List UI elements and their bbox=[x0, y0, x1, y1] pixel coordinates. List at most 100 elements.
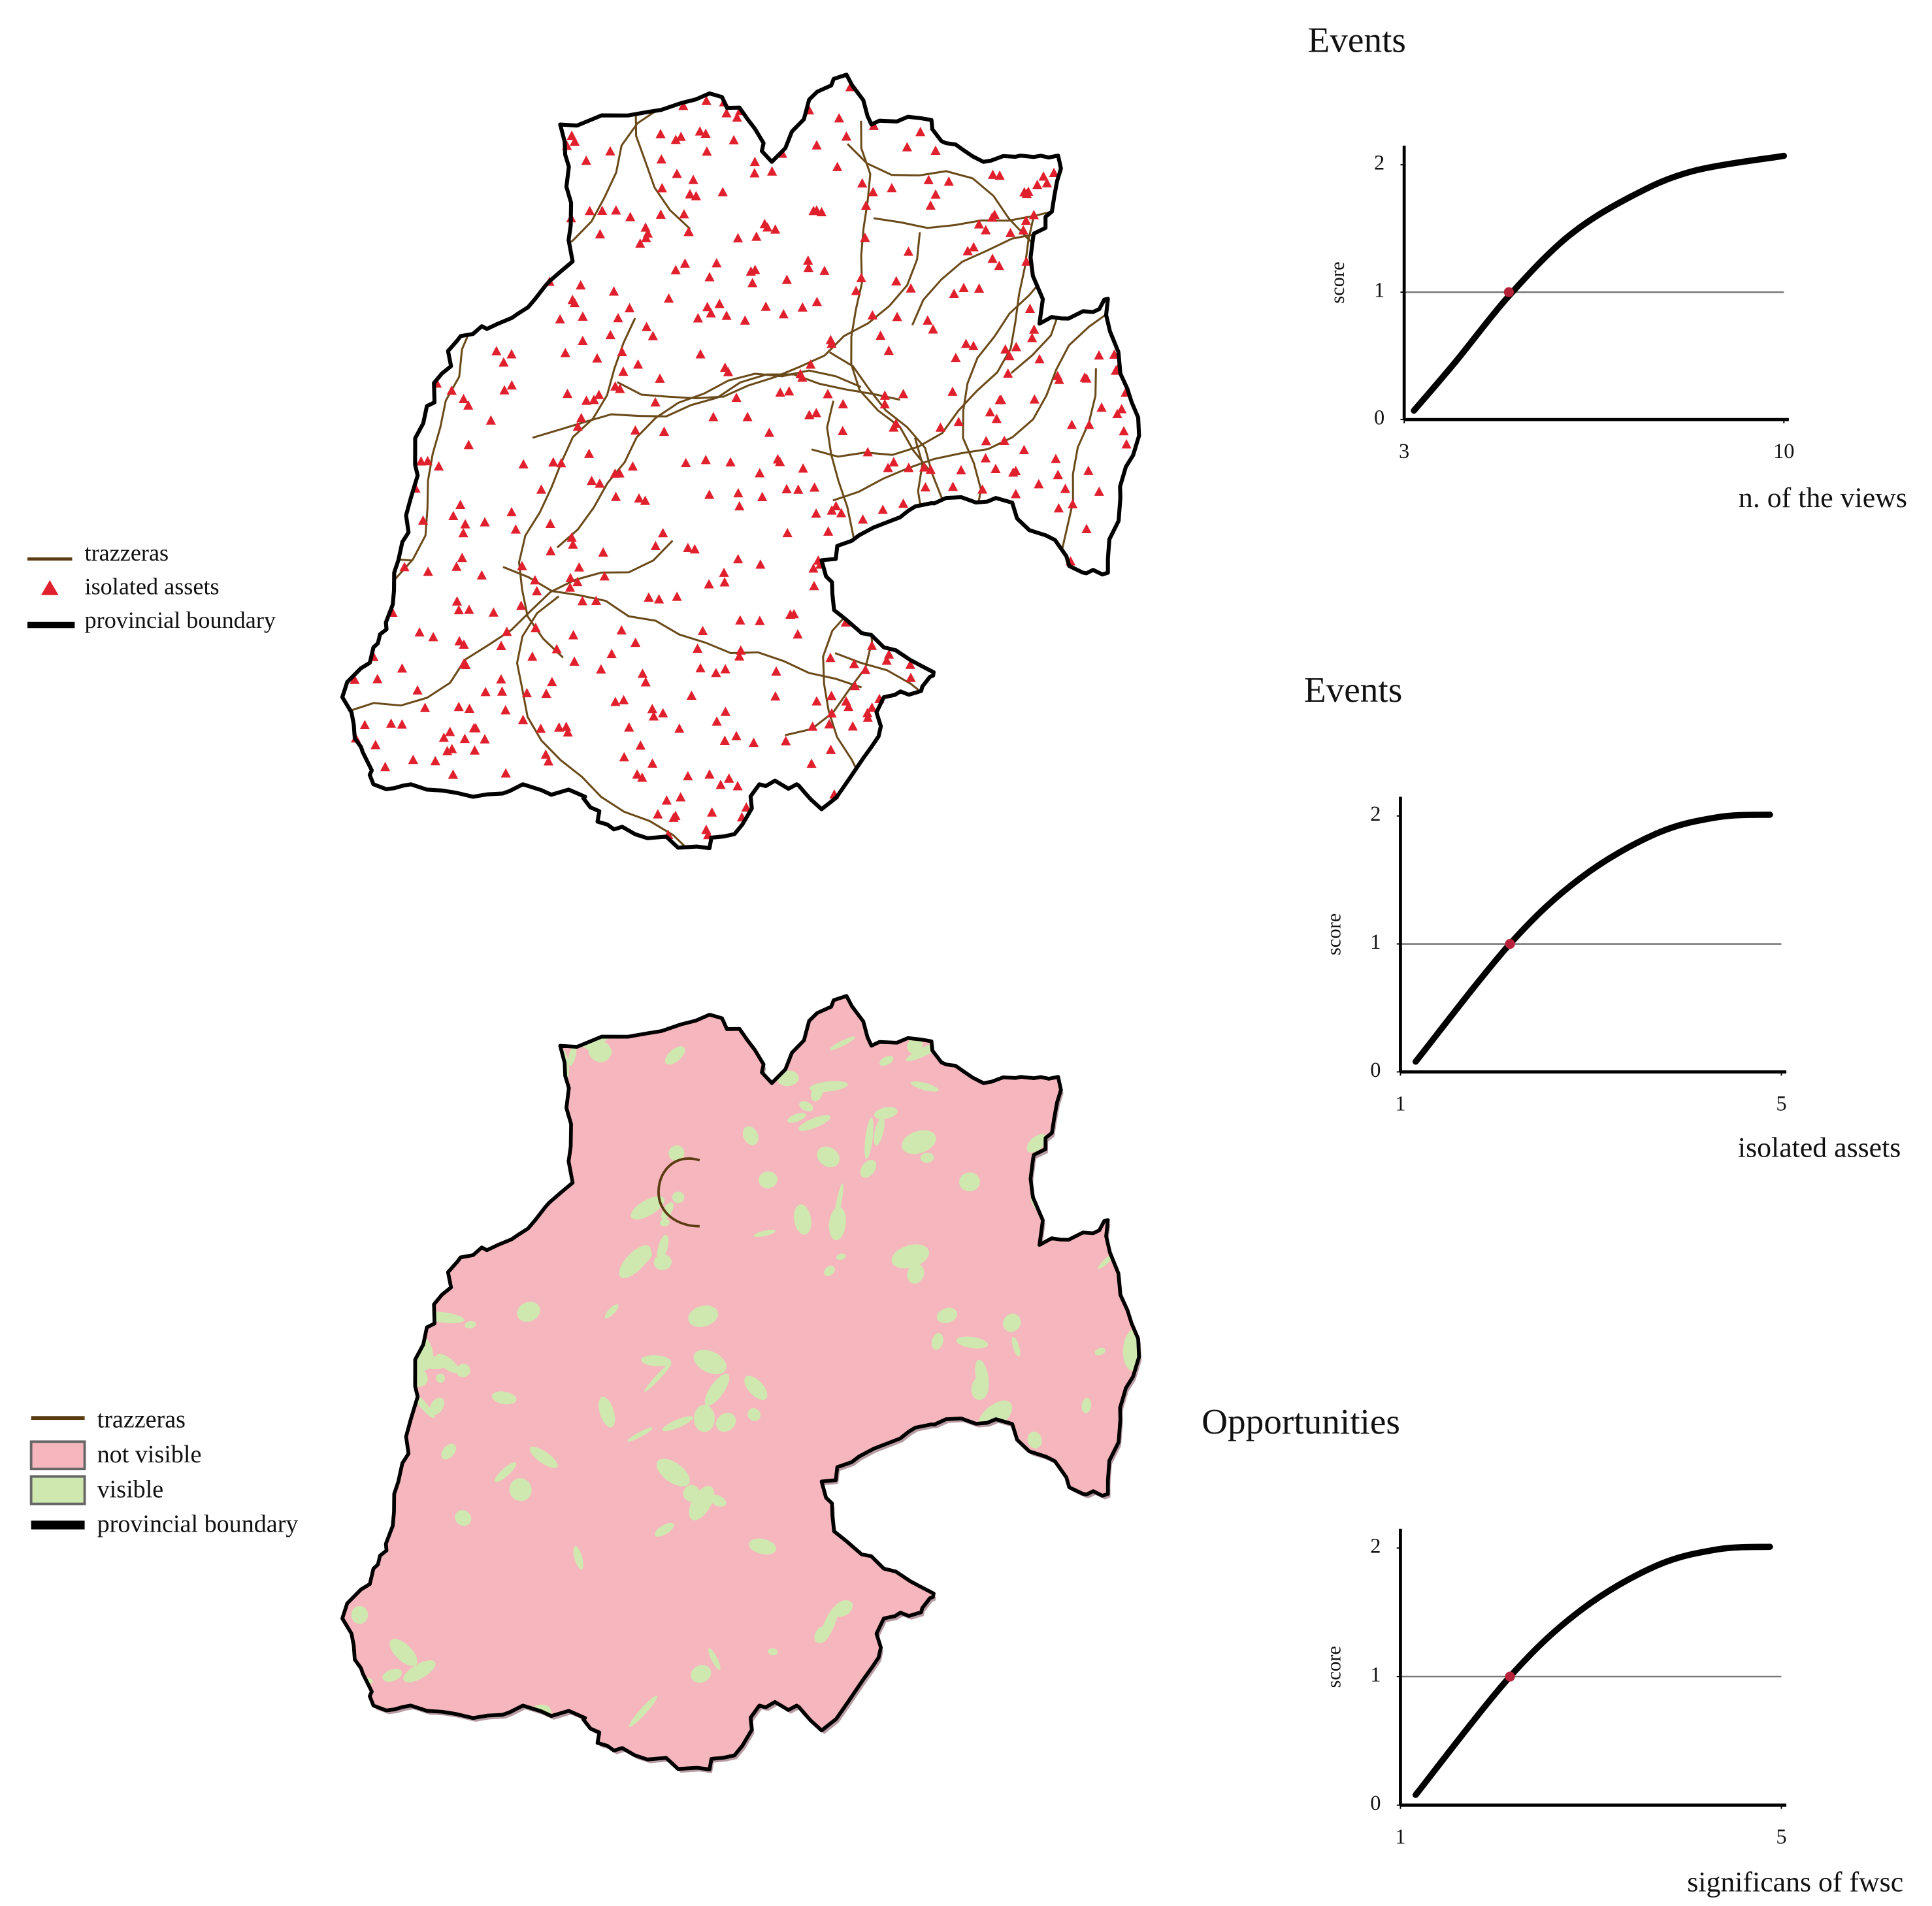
isolated-asset bbox=[1029, 394, 1040, 404]
trazzera bbox=[502, 566, 862, 689]
isolated-asset bbox=[1117, 404, 1127, 414]
isolated-asset bbox=[704, 769, 715, 779]
trazzera bbox=[847, 143, 1061, 374]
isolated-asset bbox=[547, 676, 557, 687]
visible-patch bbox=[529, 1447, 558, 1468]
isolated-asset bbox=[1054, 374, 1064, 384]
isolated-asset bbox=[569, 656, 580, 666]
legend-swatch-not-visible bbox=[29, 1440, 86, 1471]
isolated-asset bbox=[1053, 469, 1063, 480]
isolated-asset bbox=[448, 510, 459, 521]
visible-patch bbox=[478, 1100, 495, 1119]
y-tick-label: 1 bbox=[1370, 930, 1381, 954]
isolated-asset bbox=[461, 659, 471, 669]
isolated-asset bbox=[843, 701, 854, 712]
isolated-asset bbox=[733, 487, 744, 498]
isolated-asset bbox=[762, 222, 773, 232]
visible-patch bbox=[429, 1397, 444, 1415]
isolated-asset bbox=[565, 572, 576, 583]
visible-patch bbox=[1098, 1254, 1114, 1270]
visible-patch bbox=[406, 1036, 438, 1057]
isolated-asset bbox=[930, 189, 941, 199]
isolated-asset bbox=[755, 559, 766, 569]
visible-patch bbox=[662, 1416, 693, 1432]
isolated-asset bbox=[832, 161, 843, 171]
isolated-asset bbox=[453, 604, 464, 615]
isolated-asset bbox=[1029, 324, 1040, 334]
visible-patch bbox=[546, 1160, 563, 1174]
visible-patch bbox=[1119, 1160, 1138, 1174]
isolated-asset bbox=[757, 491, 768, 501]
visible-patch bbox=[359, 1426, 380, 1446]
isolated-asset bbox=[658, 528, 668, 538]
isolated-asset bbox=[630, 637, 641, 648]
isolated-asset bbox=[658, 708, 668, 717]
isolated-asset bbox=[372, 674, 383, 683]
isolated-asset bbox=[732, 781, 743, 791]
isolated-asset bbox=[851, 286, 861, 295]
isolated-asset bbox=[536, 484, 547, 494]
isolated-asset bbox=[712, 716, 722, 726]
isolated-asset bbox=[459, 639, 469, 649]
visible-patch bbox=[387, 1058, 405, 1077]
isolated-asset bbox=[548, 457, 559, 467]
isolated-asset bbox=[804, 410, 815, 419]
isolated-asset bbox=[531, 623, 541, 633]
isolated-asset bbox=[655, 373, 665, 383]
visible-patch bbox=[568, 1045, 577, 1066]
isolated-asset bbox=[866, 640, 877, 650]
visible-patch bbox=[359, 1018, 374, 1055]
visible-patch bbox=[418, 1196, 452, 1221]
isolated-asset bbox=[925, 464, 936, 474]
isolated-asset bbox=[721, 108, 732, 118]
visible-patch bbox=[441, 1443, 457, 1460]
visible-patch bbox=[787, 1113, 806, 1123]
isolated-asset bbox=[510, 524, 521, 534]
isolated-asset bbox=[545, 518, 555, 529]
not-visible-area bbox=[342, 996, 1139, 1769]
visible-patch bbox=[836, 1253, 846, 1260]
visible-patch bbox=[693, 1349, 727, 1375]
isolated-asset bbox=[463, 400, 474, 410]
isolated-asset bbox=[1021, 215, 1031, 225]
visible-patch bbox=[1083, 1681, 1115, 1694]
isolated-asset bbox=[755, 468, 765, 478]
y-tick-label: 2 bbox=[1370, 802, 1381, 826]
visible-patch bbox=[1029, 1563, 1064, 1590]
isolated-asset bbox=[725, 457, 736, 467]
isolated-asset bbox=[741, 802, 751, 812]
isolated-asset bbox=[980, 453, 991, 463]
isolated-asset bbox=[619, 751, 629, 762]
isolated-asset bbox=[517, 561, 527, 570]
isolated-asset bbox=[653, 594, 664, 604]
isolated-asset bbox=[610, 697, 621, 706]
isolated-asset bbox=[563, 727, 573, 737]
isolated-asset bbox=[711, 667, 721, 678]
isolated-asset bbox=[518, 459, 529, 468]
isolated-asset bbox=[935, 422, 946, 432]
visible-patch bbox=[656, 1458, 690, 1487]
isolated-asset bbox=[883, 463, 893, 472]
visible-patch bbox=[403, 1660, 436, 1683]
isolated-asset bbox=[685, 189, 695, 199]
visible-patch bbox=[798, 1115, 831, 1131]
isolated-asset bbox=[1004, 350, 1015, 361]
isolated-asset bbox=[720, 664, 730, 674]
visible-patch bbox=[672, 1191, 685, 1204]
isolated-asset bbox=[541, 688, 551, 698]
isolated-asset bbox=[584, 206, 595, 216]
isolated-asset bbox=[778, 308, 789, 319]
isolated-asset bbox=[618, 366, 629, 376]
isolated-asset bbox=[891, 276, 902, 286]
isolated-asset bbox=[928, 324, 938, 334]
isolated-asset bbox=[782, 527, 793, 538]
isolated-asset bbox=[500, 768, 511, 778]
isolated-asset bbox=[566, 532, 577, 542]
isolated-asset bbox=[1000, 344, 1011, 354]
visible-patch bbox=[660, 1219, 670, 1226]
visible-patch bbox=[1081, 1398, 1092, 1413]
isolated-asset bbox=[647, 331, 658, 340]
isolated-asset bbox=[920, 482, 930, 492]
isolated-asset bbox=[958, 282, 969, 293]
